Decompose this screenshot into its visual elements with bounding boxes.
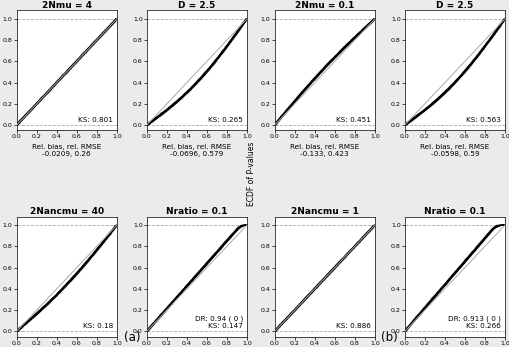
Title: D = 2.5: D = 2.5 bbox=[178, 1, 215, 10]
Text: KS: 0.886: KS: 0.886 bbox=[335, 323, 370, 329]
Text: (a): (a) bbox=[123, 331, 140, 344]
Text: KS: 0.563: KS: 0.563 bbox=[465, 117, 500, 123]
Title: Nratio = 0.1: Nratio = 0.1 bbox=[423, 207, 485, 216]
Title: Nratio = 0.1: Nratio = 0.1 bbox=[166, 207, 227, 216]
Title: 2Nmu = 0.1: 2Nmu = 0.1 bbox=[295, 1, 354, 10]
Text: KS: 0.451: KS: 0.451 bbox=[335, 117, 370, 123]
Title: 2Nancmu = 1: 2Nancmu = 1 bbox=[290, 207, 358, 216]
Text: (b): (b) bbox=[381, 331, 398, 344]
Text: DR: 0.94 ( 0 )
KS: 0.147: DR: 0.94 ( 0 ) KS: 0.147 bbox=[194, 316, 242, 329]
Title: D = 2.5: D = 2.5 bbox=[435, 1, 472, 10]
Text: KS: 0.801: KS: 0.801 bbox=[78, 117, 112, 123]
Title: 2Nmu = 4: 2Nmu = 4 bbox=[42, 1, 92, 10]
X-axis label: Rel. bias, rel. RMSE
-0.0598, 0.59: Rel. bias, rel. RMSE -0.0598, 0.59 bbox=[419, 144, 489, 156]
Title: 2Nancmu = 40: 2Nancmu = 40 bbox=[30, 207, 104, 216]
X-axis label: Rel. bias, rel. RMSE
-0.0209, 0.26: Rel. bias, rel. RMSE -0.0209, 0.26 bbox=[32, 144, 101, 156]
X-axis label: Rel. bias, rel. RMSE
-0.0696, 0.579: Rel. bias, rel. RMSE -0.0696, 0.579 bbox=[162, 144, 231, 156]
X-axis label: Rel. bias, rel. RMSE
-0.133, 0.423: Rel. bias, rel. RMSE -0.133, 0.423 bbox=[290, 144, 359, 156]
Text: DR: 0.913 ( 0 )
KS: 0.266: DR: 0.913 ( 0 ) KS: 0.266 bbox=[447, 316, 500, 329]
Text: ECDF of P-values: ECDF of P-values bbox=[247, 141, 256, 206]
Text: KS: 0.18: KS: 0.18 bbox=[82, 323, 112, 329]
Text: KS: 0.265: KS: 0.265 bbox=[208, 117, 242, 123]
